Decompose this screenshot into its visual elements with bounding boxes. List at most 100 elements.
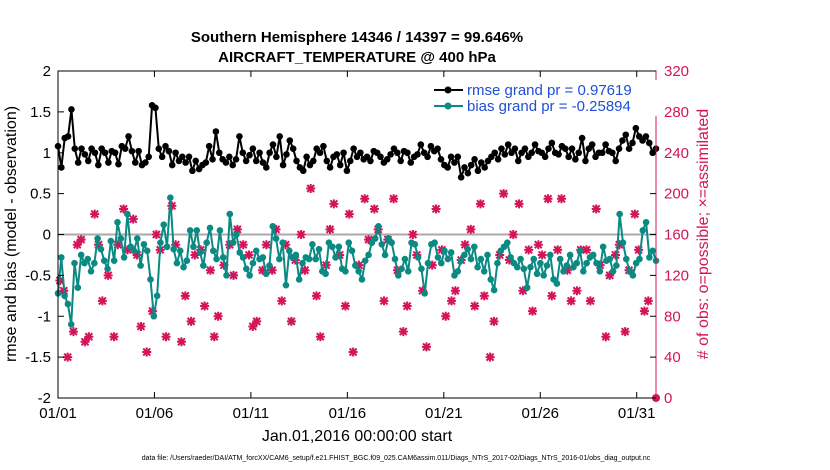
series-point <box>74 159 82 166</box>
obs-count-point <box>229 270 239 280</box>
series-point <box>216 227 224 234</box>
obs-count-point <box>63 352 73 362</box>
series-point <box>91 149 99 157</box>
obs-count-point <box>311 291 321 301</box>
series-point <box>434 145 441 152</box>
series-point <box>417 141 425 148</box>
y-tick-label: 1 <box>43 145 51 162</box>
series-point <box>322 270 329 278</box>
y2-tick-label: 200 <box>664 186 689 203</box>
series-point <box>273 153 280 161</box>
series-point <box>131 159 139 166</box>
series-point <box>457 173 465 181</box>
series-point <box>269 141 277 148</box>
series-point <box>642 133 650 140</box>
series-point <box>193 227 201 234</box>
series-point <box>283 151 290 158</box>
obs-count-point <box>369 204 379 214</box>
series-point <box>163 243 171 251</box>
series-point <box>625 145 633 152</box>
series-point <box>286 137 294 144</box>
series-point <box>189 167 196 175</box>
series-point <box>120 254 128 261</box>
obs-count-point <box>630 209 640 219</box>
obs-count-point <box>290 255 300 265</box>
series-point <box>333 151 341 158</box>
series-point <box>394 272 402 279</box>
series-point <box>84 255 92 263</box>
obs-count-point <box>113 240 123 250</box>
series-point <box>162 142 169 150</box>
series-point <box>64 300 72 308</box>
series-point <box>398 265 405 273</box>
obs-count-point <box>447 296 457 306</box>
series-point <box>474 167 482 175</box>
obs-count-point <box>306 184 316 194</box>
series-point <box>451 159 458 166</box>
obs-count-point <box>518 286 528 296</box>
series-point <box>104 265 111 273</box>
obs-count-point <box>610 250 620 260</box>
obs-count-point <box>296 230 306 239</box>
series-point <box>383 155 391 163</box>
x-tick-label: 01/26 <box>521 405 559 422</box>
obs-count-markers <box>55 184 653 362</box>
obs-count-point <box>418 286 428 296</box>
series-point <box>111 149 119 157</box>
series-point <box>580 267 587 275</box>
series-point <box>555 151 562 158</box>
series-point <box>223 272 230 279</box>
series-point <box>107 237 115 245</box>
series-point <box>615 145 623 152</box>
series-point <box>172 149 179 157</box>
series-point <box>352 262 359 269</box>
series-point <box>511 145 519 152</box>
y-tick-label: -1 <box>38 308 51 325</box>
series-point <box>521 145 529 152</box>
obs-count-point <box>427 260 437 270</box>
series-point <box>124 210 131 218</box>
obs-count-point <box>225 240 235 250</box>
obs-count-point <box>142 347 152 357</box>
series-point <box>84 157 92 165</box>
obs-count-point <box>232 224 242 234</box>
obs-count-point <box>485 352 495 362</box>
y-tick-label: 2 <box>43 63 51 80</box>
series-point <box>312 255 320 263</box>
series-point <box>484 251 491 259</box>
series-point <box>58 164 65 171</box>
series-point <box>609 149 616 157</box>
series-point <box>498 145 505 152</box>
obs-count-point <box>533 240 543 250</box>
series-point <box>160 221 168 228</box>
series-point <box>424 153 431 161</box>
series-point <box>563 262 571 269</box>
series-point <box>206 224 214 232</box>
obs-count-point <box>421 342 431 352</box>
series-point <box>629 272 637 279</box>
obs-count-point <box>562 265 572 275</box>
series-point <box>645 139 653 147</box>
x-tick-label: 01/01 <box>39 405 77 422</box>
series-point <box>153 292 161 300</box>
obs-count-point <box>190 250 200 260</box>
series-point <box>276 255 283 263</box>
series-point <box>167 194 174 202</box>
obs-count-point <box>601 332 611 342</box>
obs-count-point <box>460 240 470 250</box>
series-point <box>470 243 478 251</box>
series-point <box>357 149 364 157</box>
obs-count-point <box>508 230 518 239</box>
x-tick-label: 01/11 <box>233 405 269 422</box>
obs-count-point <box>441 311 451 321</box>
series-point <box>461 164 468 171</box>
series-point <box>474 263 481 271</box>
series-point <box>487 276 495 283</box>
series-point <box>573 259 581 267</box>
series-point <box>494 155 502 163</box>
series-line <box>57 104 657 179</box>
series-point <box>401 255 409 263</box>
series-point <box>246 272 253 279</box>
series-point <box>561 145 569 152</box>
obs-count-point <box>556 194 566 204</box>
